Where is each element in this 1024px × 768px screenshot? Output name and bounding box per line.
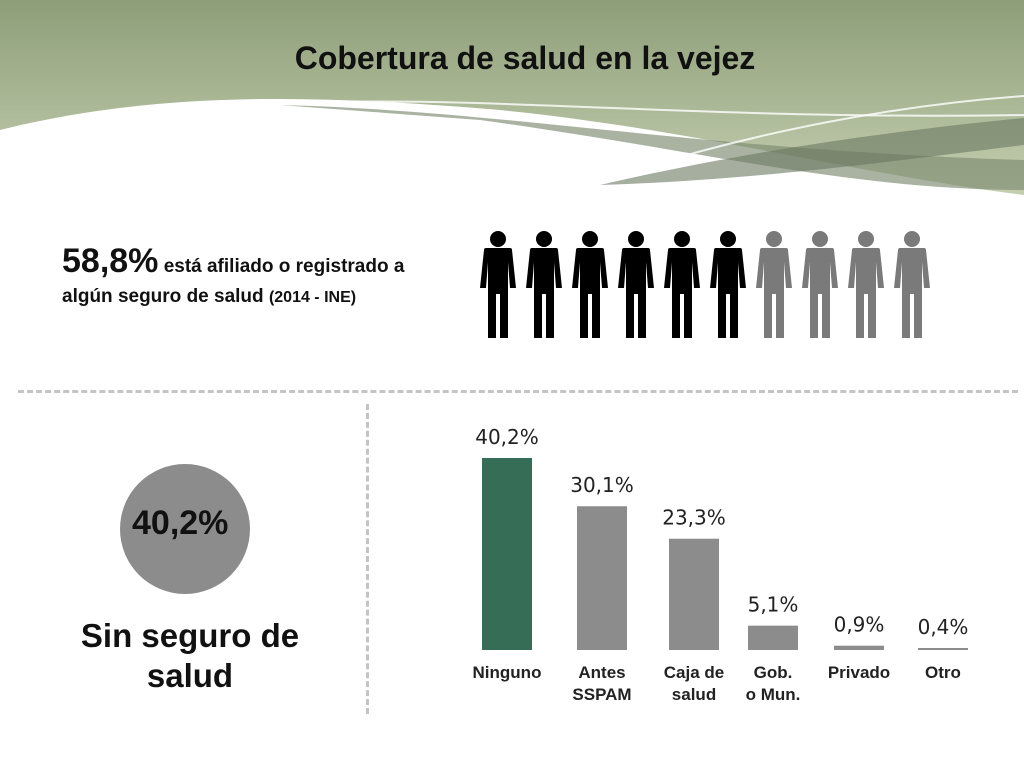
category-label: Antes bbox=[578, 663, 625, 682]
bar-0 bbox=[482, 458, 532, 650]
person-icon-uncovered bbox=[848, 231, 884, 338]
bar-value-label: 23,3% bbox=[662, 506, 726, 530]
person-icon-covered bbox=[618, 231, 654, 338]
person-icon-uncovered bbox=[894, 231, 930, 338]
bar-value-label: 0,9% bbox=[834, 613, 885, 637]
person-icon-covered bbox=[572, 231, 608, 338]
page-title: Cobertura de salud en la vejez bbox=[294, 40, 756, 76]
category-label: Gob. bbox=[754, 663, 793, 682]
bar-value-label: 30,1% bbox=[570, 473, 634, 497]
no-coverage-label: Sin seguro de salud bbox=[80, 617, 300, 694]
category-label: Otro bbox=[925, 663, 961, 682]
category-label: Privado bbox=[828, 663, 890, 682]
horizontal-divider bbox=[18, 390, 1018, 393]
person-icon-covered bbox=[664, 231, 700, 338]
bar-3 bbox=[748, 625, 798, 650]
coverage-bar-chart: 40,2% Ninguno 30,1% Antes SSPAM 23,3% Caja de s… bbox=[473, 425, 969, 704]
bar-5 bbox=[918, 648, 968, 650]
header-background bbox=[0, 0, 1024, 210]
bar-value-label: 0,4% bbox=[918, 615, 969, 639]
coverage-statement: 58,8% está afiliado o registrado a algún… bbox=[62, 244, 432, 313]
coverage-text: está afiliado o registrado a algún segur… bbox=[62, 256, 405, 307]
person-icon-uncovered bbox=[756, 231, 792, 338]
no-coverage-percent: 40,2% bbox=[132, 504, 229, 542]
category-label: SSPAM bbox=[572, 685, 631, 704]
coverage-source: (2014 - INE) bbox=[268, 289, 357, 306]
category-label: Caja de bbox=[664, 663, 724, 682]
bar-value-label: 5,1% bbox=[748, 593, 799, 617]
category-label: Ninguno bbox=[473, 663, 542, 682]
person-icon-covered bbox=[710, 231, 746, 338]
category-label: o Mun. bbox=[746, 685, 801, 704]
vertical-divider bbox=[366, 404, 369, 714]
category-label: salud bbox=[672, 685, 716, 704]
bar-1 bbox=[577, 506, 627, 650]
no-coverage-circle bbox=[120, 464, 250, 594]
bar-4 bbox=[834, 645, 884, 650]
bar-value-label: 40,2% bbox=[475, 425, 539, 449]
bar-2 bbox=[669, 538, 719, 650]
person-icon-uncovered bbox=[802, 231, 838, 338]
person-icon-covered bbox=[526, 231, 562, 338]
person-icon-covered bbox=[480, 231, 516, 338]
people-pictogram bbox=[480, 231, 930, 338]
coverage-percent: 58,8% bbox=[62, 242, 159, 280]
